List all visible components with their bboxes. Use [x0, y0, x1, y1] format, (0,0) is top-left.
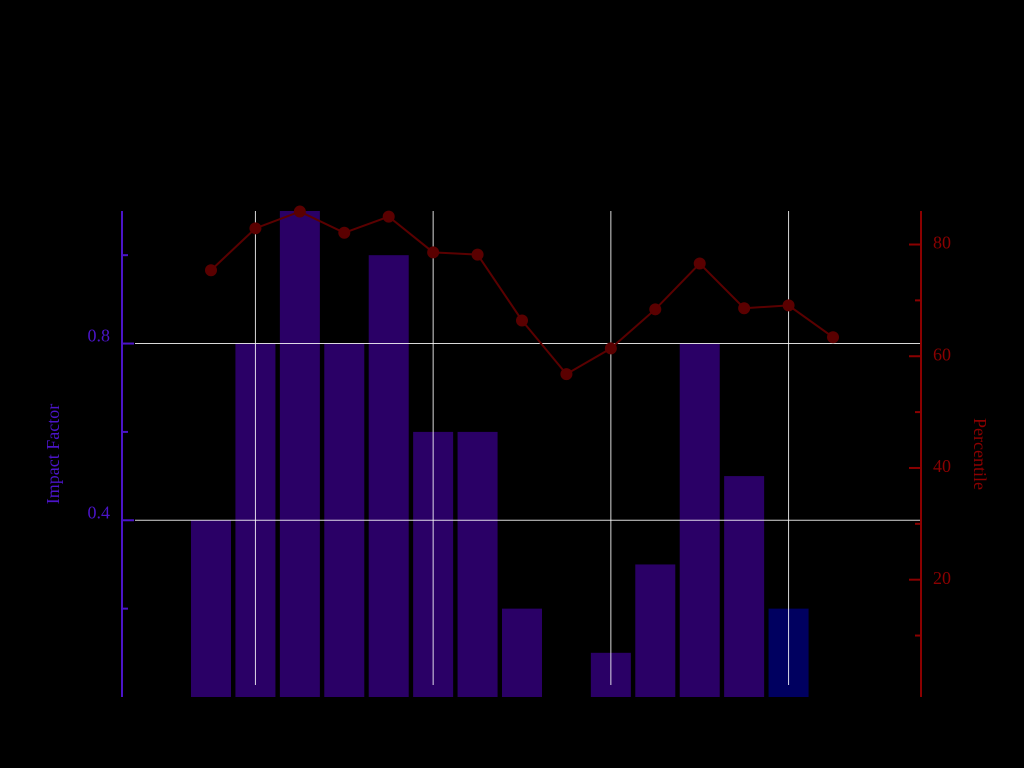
point: [293, 205, 306, 218]
point: [338, 226, 351, 239]
point: [382, 210, 395, 223]
point: [560, 368, 573, 381]
y-tick-label: 0.8: [88, 326, 111, 346]
bar: [502, 608, 542, 697]
y2-tick-label: 60: [933, 344, 951, 364]
point: [249, 222, 262, 235]
y2-tick-label: 20: [933, 568, 951, 588]
point: [693, 257, 706, 270]
point: [516, 314, 528, 327]
point: [205, 264, 217, 277]
point: [649, 303, 662, 316]
bar: [191, 520, 231, 697]
bar: [724, 476, 765, 697]
y2-axis-title: Percentile: [970, 418, 990, 490]
y2-tick-label: 80: [933, 233, 951, 253]
point: [738, 302, 751, 315]
point: [427, 246, 440, 259]
y-tick-label: 0.4: [88, 502, 111, 522]
y2-tick-label: 40: [933, 456, 951, 476]
y-axis-title: Impact Factor: [43, 404, 63, 504]
bar: [368, 255, 409, 697]
bar: [635, 564, 676, 697]
bar: [457, 431, 498, 697]
point: [827, 331, 839, 344]
point: [604, 342, 617, 355]
point: [782, 299, 795, 312]
bar: [279, 211, 320, 697]
point: [471, 248, 484, 261]
